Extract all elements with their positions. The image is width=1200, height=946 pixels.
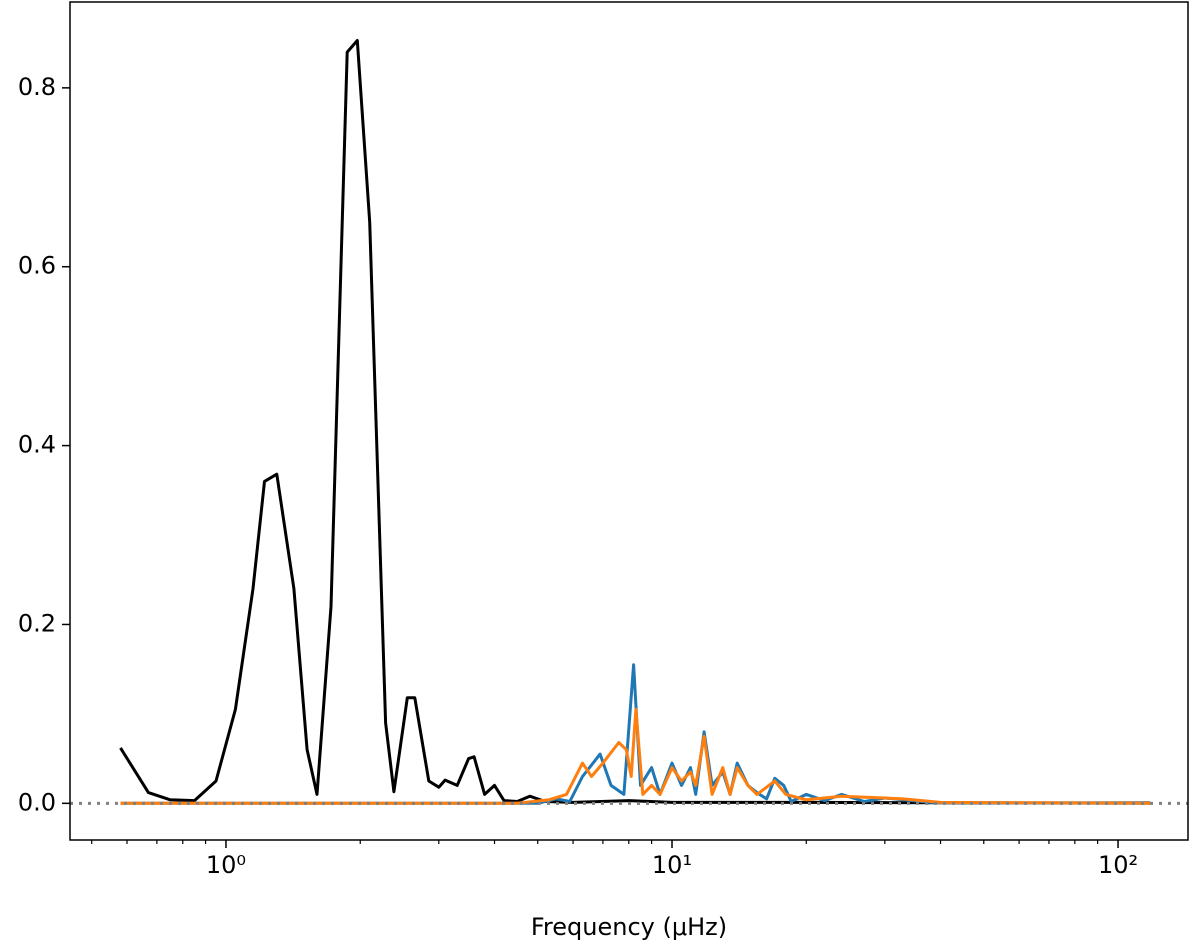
y-tick-label: 0.2 bbox=[18, 609, 56, 637]
y-tick-label: 0.4 bbox=[18, 431, 56, 459]
y-tick-label: 0.8 bbox=[18, 73, 56, 101]
x-tick-label: 10¹ bbox=[652, 851, 692, 879]
plot-frame bbox=[69, 1, 1189, 841]
series-line bbox=[120, 707, 1151, 805]
x-axis-label: Frequency (μHz) bbox=[531, 913, 727, 941]
x-tick-label: 10² bbox=[1098, 851, 1138, 879]
y-tick-label: 0.0 bbox=[18, 788, 56, 816]
x-tick-label: 10⁰ bbox=[206, 851, 246, 879]
y-tick-label: 0.6 bbox=[18, 252, 56, 280]
